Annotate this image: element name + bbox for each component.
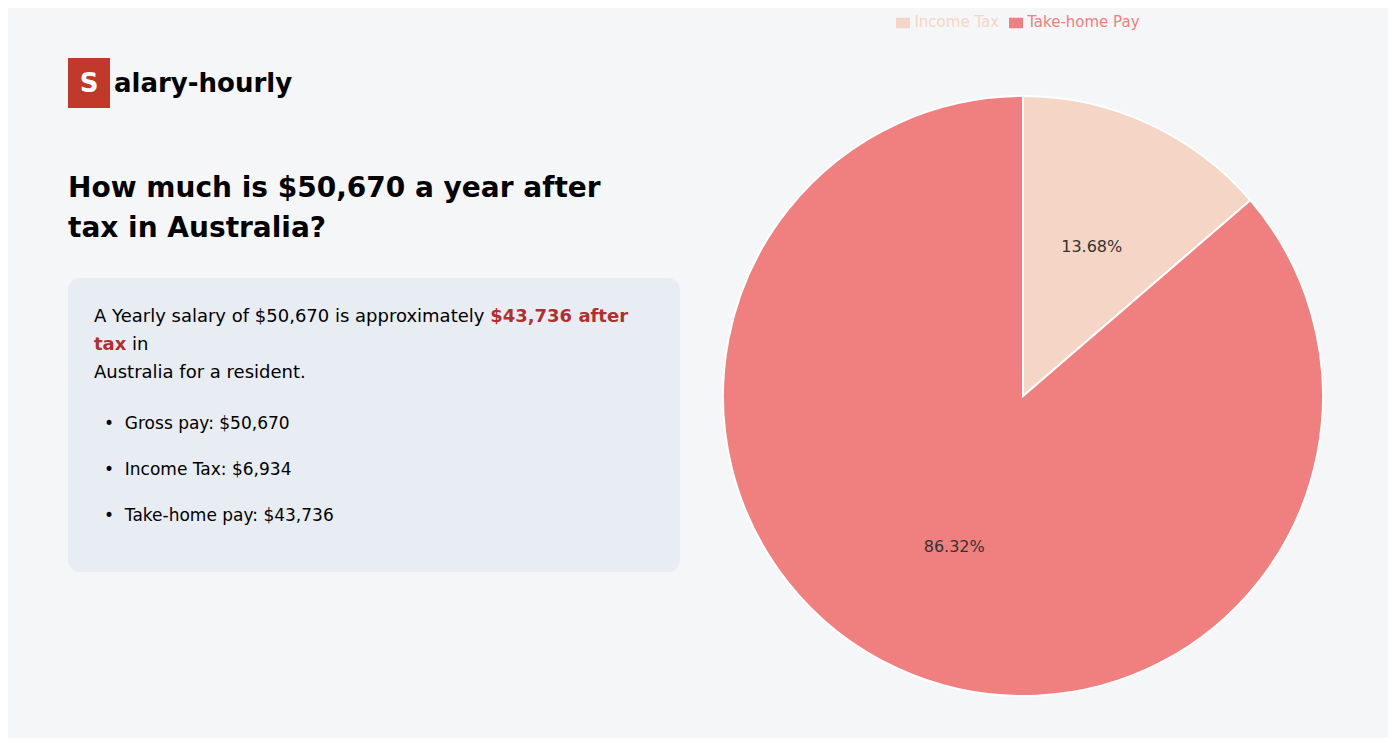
html-text:How much is $50,670 a year aft: How much is $50,670 a year after tax in …: [68, 171, 601, 244]
svg-text:86.32%: 86.32%: [924, 537, 985, 556]
html-text:alary-hourly: alary-hourly: [114, 68, 293, 98]
html-text:Take-home Pay: Take-home Pay: [1027, 13, 1140, 31]
html-text:• Gross pay: $50,670: • Gross pay: $50,670: [104, 413, 290, 433]
html-text:S: S: [79, 68, 99, 98]
html-text:Australia for a resident.: Australia for a resident.: [94, 361, 306, 382]
html-text:• Take-home pay: $43,736: • Take-home pay: $43,736: [104, 505, 334, 525]
html-text:• Income Tax: $6,934: • Income Tax: $6,934: [104, 459, 292, 479]
svg-text:13.68%: 13.68%: [1061, 237, 1122, 256]
html-text:Income Tax: Income Tax: [914, 13, 1000, 31]
html-text:A Yearly salary of $50,670 is: A Yearly salary of $50,670 is approximat…: [94, 305, 635, 354]
